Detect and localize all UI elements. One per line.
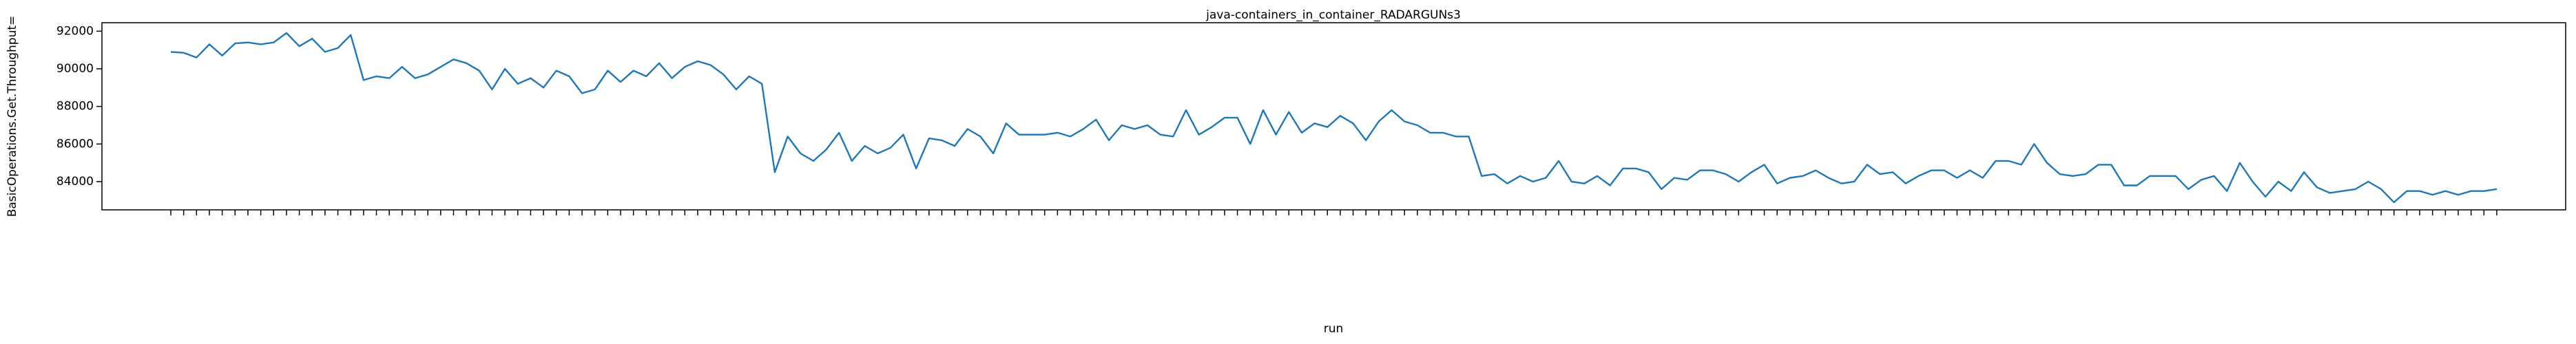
y-tick-label: 92000 <box>56 24 94 38</box>
plot-frame <box>101 22 2566 211</box>
chart-title: java-containers_in_container_RADARGUNs3 <box>1205 8 1461 22</box>
y-tick-label: 86000 <box>56 137 94 151</box>
data-line <box>170 32 2497 204</box>
y-tick-label: 88000 <box>56 100 94 114</box>
x-axis-label: run <box>1324 322 1344 336</box>
y-tick-label: 84000 <box>56 175 94 189</box>
y-axis-label: BasicOperations.Get.Throughput= <box>6 16 19 217</box>
y-tick-label: 90000 <box>56 62 94 76</box>
